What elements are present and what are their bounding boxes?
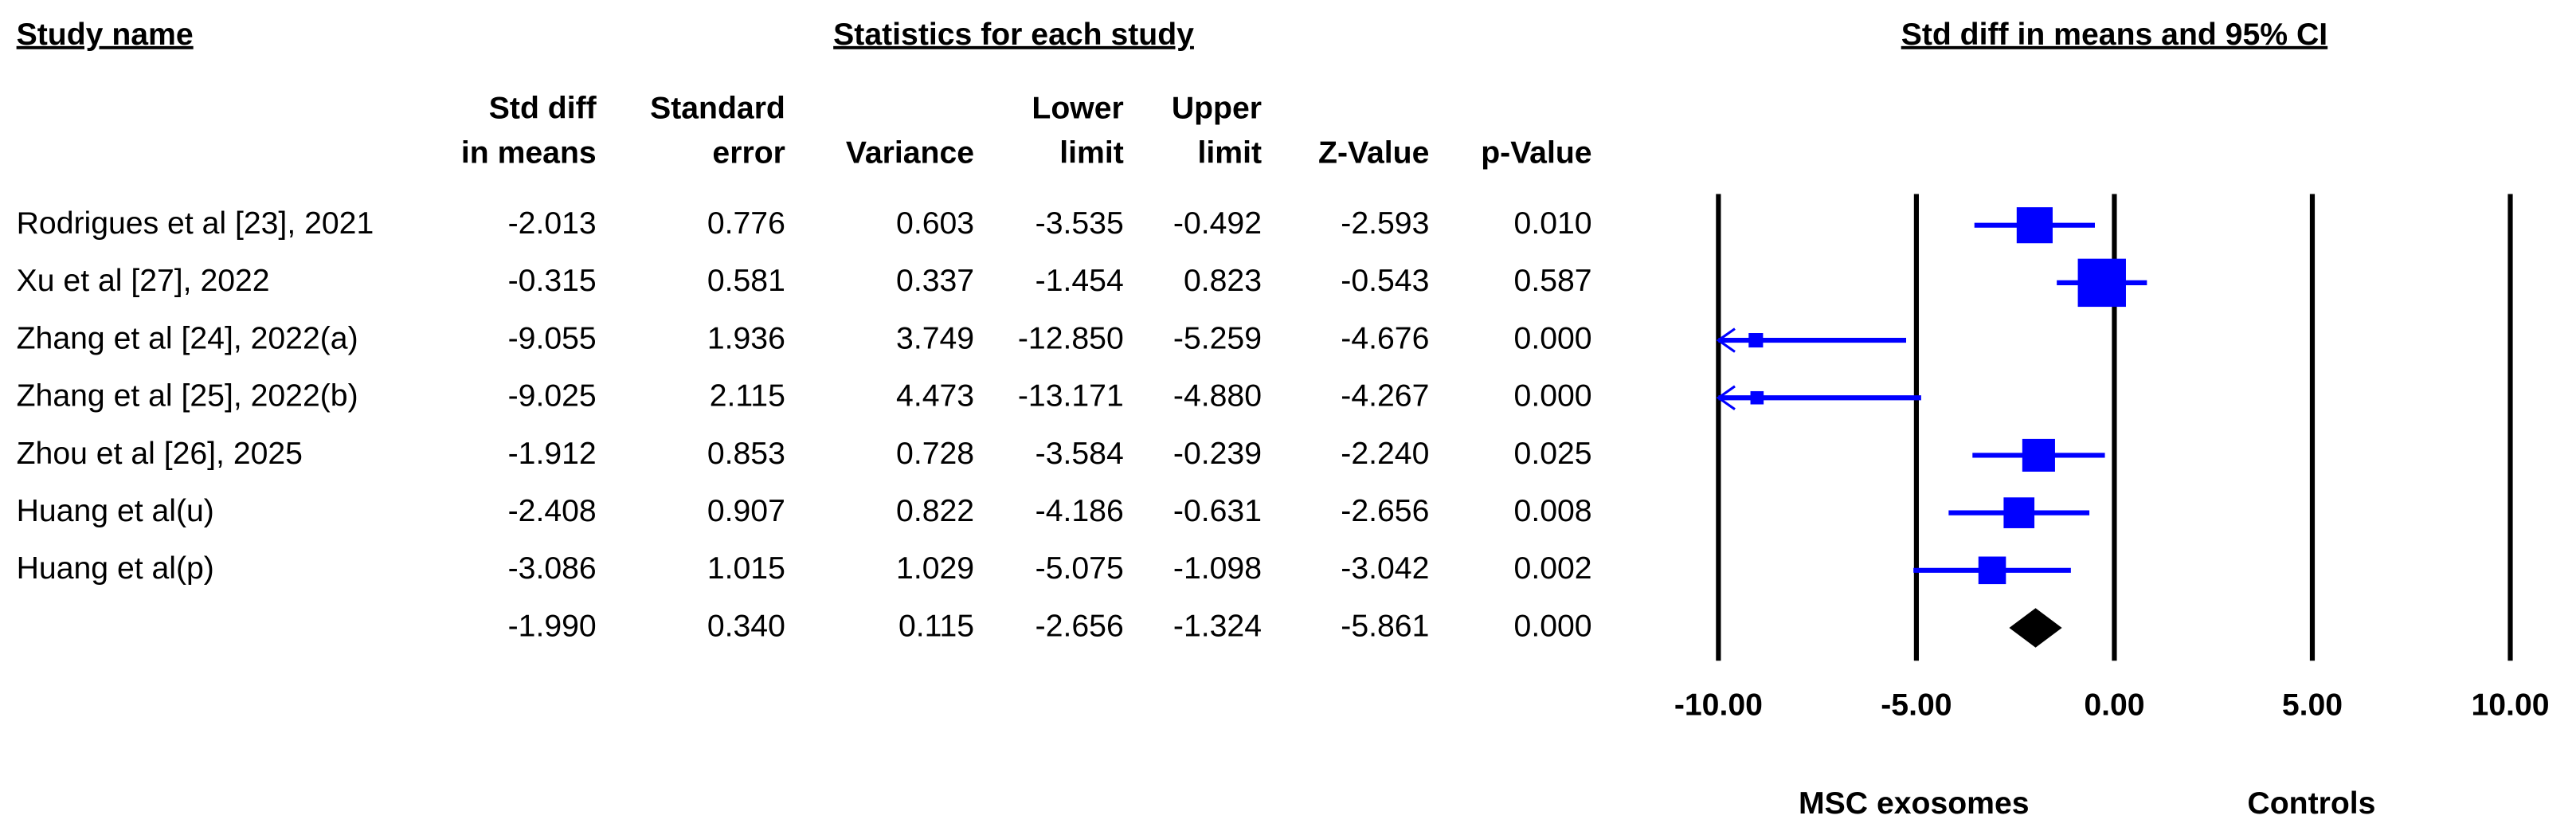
table-cell: 0.776: [707, 206, 785, 241]
table-cell: -2.656: [1341, 494, 1429, 528]
table-cell: 1.936: [707, 321, 785, 355]
table-cell: -0.543: [1341, 264, 1429, 298]
column-header: p-Value: [1481, 135, 1591, 170]
summary-diamond: [2009, 608, 2062, 648]
study-name: Rodrigues et al [23], 2021: [17, 206, 374, 241]
table-cell: 0.000: [1514, 609, 1592, 643]
x-tick-label: 5.00: [2282, 688, 2343, 722]
table-cell: -3.086: [508, 551, 597, 586]
table-cell: -1.990: [508, 609, 597, 643]
table-cell: 0.002: [1514, 551, 1592, 586]
column-header: Variance: [846, 135, 974, 170]
effect-box: [2003, 497, 2035, 528]
ci-arrow: [1716, 327, 1736, 353]
table-cell: 4.473: [896, 379, 974, 414]
stats-header: Statistics for each study: [833, 18, 1194, 52]
table-cell: 0.728: [896, 437, 974, 471]
table-cell: 0.337: [896, 264, 974, 298]
table-cell: -3.042: [1341, 551, 1429, 586]
effect-box: [2077, 258, 2126, 308]
effect-box: [1978, 556, 2006, 585]
table-cell: 0.587: [1514, 264, 1592, 298]
table-cell: -13.171: [1018, 379, 1124, 414]
table-cell: -3.535: [1035, 206, 1124, 241]
table-cell: 1.029: [896, 551, 974, 586]
study-name: Zhou et al [26], 2025: [17, 437, 303, 471]
study-name: Huang et al(p): [17, 551, 214, 586]
table-cell: 0.340: [707, 609, 785, 643]
table-cell: -5.259: [1173, 321, 1262, 355]
table-cell: -5.075: [1035, 551, 1124, 586]
table-cell: -4.880: [1173, 379, 1262, 414]
table-cell: -2.240: [1341, 437, 1429, 471]
table-cell: -2.408: [508, 494, 597, 528]
table-cell: 0.025: [1514, 437, 1592, 471]
study-name: Xu et al [27], 2022: [17, 264, 270, 298]
column-header: Standard: [650, 92, 785, 126]
table-cell: -2.013: [508, 206, 597, 241]
table-cell: 0.822: [896, 494, 974, 528]
table-cell: -0.239: [1173, 437, 1262, 471]
table-cell: -9.055: [508, 321, 597, 355]
table-cell: 0.823: [1184, 264, 1262, 298]
effect-box: [1748, 333, 1764, 348]
x-label-right: Controls: [2247, 786, 2375, 821]
column-header: limit: [1059, 135, 1124, 170]
column-header: in means: [461, 135, 597, 170]
table-cell: 1.015: [707, 551, 785, 586]
table-cell: -4.676: [1341, 321, 1429, 355]
table-cell: 0.010: [1514, 206, 1592, 241]
study-header: Study name: [17, 18, 194, 52]
table-cell: 0.603: [896, 206, 974, 241]
table-cell: -2.593: [1341, 206, 1429, 241]
table-cell: 0.581: [707, 264, 785, 298]
table-cell: 0.853: [707, 437, 785, 471]
effect-box: [1750, 390, 1764, 405]
table-cell: -0.631: [1173, 494, 1262, 528]
table-cell: -9.025: [508, 379, 597, 414]
column-header: Std diff: [489, 92, 597, 126]
column-header: Lower: [1032, 92, 1123, 126]
table-cell: -4.186: [1035, 494, 1124, 528]
column-header: Upper: [1172, 92, 1262, 126]
x-tick-label: 10.00: [2471, 688, 2549, 722]
table-cell: -1.454: [1035, 264, 1124, 298]
table-cell: -1.912: [508, 437, 597, 471]
table-cell: -3.584: [1035, 437, 1124, 471]
table-cell: -12.850: [1018, 321, 1124, 355]
table-cell: 0.907: [707, 494, 785, 528]
study-name: Zhang et al [25], 2022(b): [17, 379, 358, 414]
table-cell: -4.267: [1341, 379, 1429, 414]
table-cell: -5.861: [1341, 609, 1429, 643]
column-header: error: [712, 135, 785, 170]
plot-title: Std diff in means and 95% CI: [1901, 18, 2327, 52]
table-cell: -1.098: [1173, 551, 1262, 586]
table-cell: -1.324: [1173, 609, 1262, 643]
table-cell: -0.492: [1173, 206, 1262, 241]
study-name: Huang et al(u): [17, 494, 214, 528]
x-tick-label: -5.00: [1881, 688, 1952, 722]
table-cell: 0.115: [898, 609, 974, 643]
table-cell: 0.008: [1514, 494, 1592, 528]
x-tick-label: 0.00: [2084, 688, 2144, 722]
column-header: limit: [1197, 135, 1262, 170]
effect-box: [2016, 207, 2053, 244]
ci-arrow: [1716, 385, 1736, 410]
table-cell: 0.000: [1514, 321, 1592, 355]
table-cell: 3.749: [896, 321, 974, 355]
table-cell: 0.000: [1514, 379, 1592, 414]
study-name: Zhang et al [24], 2022(a): [17, 321, 358, 355]
x-tick-label: -10.00: [1674, 688, 1763, 722]
effect-box: [2022, 438, 2055, 472]
x-label-left: MSC exosomes: [1799, 786, 2030, 821]
column-header: Z-Value: [1318, 135, 1429, 170]
table-cell: 2.115: [710, 379, 785, 414]
table-cell: -2.656: [1035, 609, 1124, 643]
table-cell: -0.315: [508, 264, 597, 298]
